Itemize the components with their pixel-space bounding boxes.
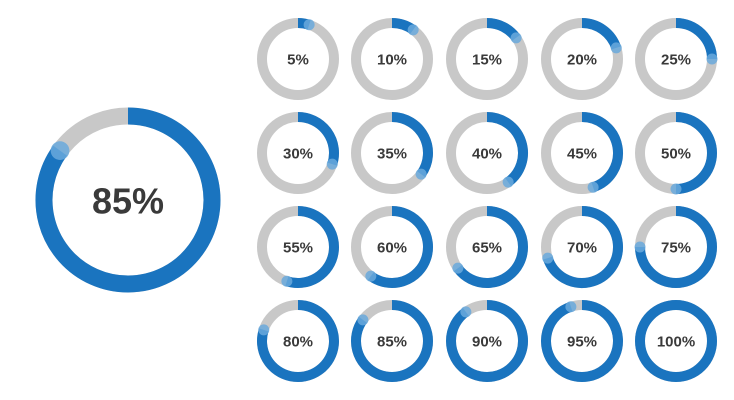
ring-progress-arc xyxy=(486,112,528,187)
progress-ring-20: 20% xyxy=(541,18,623,100)
ring-end-cap xyxy=(565,301,577,313)
progress-ring-85: 85% xyxy=(351,300,433,382)
ring-percent-label: 85% xyxy=(92,181,164,222)
ring-end-cap xyxy=(587,181,599,193)
progress-ring-10: 10% xyxy=(351,18,433,100)
ring-percent-label: 40% xyxy=(472,146,502,163)
ring-percent-label: 55% xyxy=(283,240,313,257)
ring-progress-arc xyxy=(351,300,433,382)
ring-end-cap xyxy=(670,183,682,195)
ring-end-cap xyxy=(452,262,464,274)
progress-ring-100: 100% xyxy=(635,300,717,382)
ring-progress-arc xyxy=(675,18,717,60)
ring-percent-label: 35% xyxy=(377,146,407,163)
progress-ring-95: 95% xyxy=(541,300,623,382)
progress-ring-50: 50% xyxy=(635,112,717,195)
progress-ring-35: 35% xyxy=(351,112,433,194)
ring-percent-label: 45% xyxy=(567,146,597,163)
progress-ring-75: 75% xyxy=(634,206,717,288)
ring-progress-arc xyxy=(581,112,623,192)
ring-progress-arc xyxy=(35,107,221,293)
progress-ring-40: 40% xyxy=(446,112,528,194)
ring-end-cap xyxy=(303,19,315,31)
progress-ring-5: 5% xyxy=(257,18,339,100)
ring-progress-arc xyxy=(297,112,339,166)
featured-progress-ring: 85% xyxy=(35,107,221,293)
ring-percent-label: 15% xyxy=(472,52,502,69)
ring-end-cap xyxy=(415,168,427,180)
ring-end-cap xyxy=(407,24,419,36)
ring-end-cap xyxy=(50,141,70,160)
progress-ring-55: 55% xyxy=(257,206,339,288)
progress-ring-25: 25% xyxy=(635,18,718,100)
ring-percent-label: 70% xyxy=(567,240,597,257)
ring-percent-label: 50% xyxy=(661,146,691,163)
ring-percent-label: 60% xyxy=(377,240,407,257)
ring-progress-arc xyxy=(257,300,339,382)
progress-ring-80: 80% xyxy=(257,300,339,382)
ring-progress-arc xyxy=(543,206,623,288)
progress-ring-65: 65% xyxy=(446,206,528,288)
progress-ring-90: 90% xyxy=(446,300,528,382)
ring-progress-arc xyxy=(541,300,623,382)
ring-progress-arc xyxy=(285,206,339,288)
ring-percent-label: 5% xyxy=(287,52,309,69)
ring-end-cap xyxy=(281,275,293,287)
ring-percent-label: 65% xyxy=(472,240,502,257)
ring-progress-arc xyxy=(581,18,621,50)
ring-progress-arc xyxy=(391,112,433,178)
ring-percent-label: 80% xyxy=(283,334,313,351)
ring-percent-label: 75% xyxy=(661,240,691,257)
ring-end-cap xyxy=(502,176,514,188)
ring-end-cap xyxy=(357,314,369,326)
ring-percent-label: 20% xyxy=(567,52,597,69)
ring-end-cap xyxy=(510,32,522,44)
ring-progress-arc xyxy=(635,206,717,288)
progress-ring-60: 60% xyxy=(351,206,433,288)
progress-ring-45: 45% xyxy=(541,112,623,194)
ring-end-cap xyxy=(258,324,270,336)
ring-percent-label: 25% xyxy=(661,52,691,69)
ring-end-cap xyxy=(365,270,377,282)
ring-progress-arc xyxy=(453,206,528,288)
ring-percent-label: 10% xyxy=(377,52,407,69)
ring-percent-label: 95% xyxy=(567,334,597,351)
ring-progress-arc xyxy=(675,112,717,194)
ring-percent-label: 90% xyxy=(472,334,502,351)
ring-progress-arc xyxy=(367,206,433,288)
ring-percent-label: 85% xyxy=(377,334,407,351)
progress-ring-15: 15% xyxy=(446,18,528,100)
ring-end-cap xyxy=(706,53,718,65)
progress-ring-30: 30% xyxy=(257,112,339,194)
progress-ring-70: 70% xyxy=(541,206,623,288)
ring-percent-label: 100% xyxy=(657,334,695,351)
ring-end-cap xyxy=(634,241,646,253)
ring-progress-arc xyxy=(446,300,528,382)
ring-end-cap xyxy=(610,42,622,54)
ring-end-cap xyxy=(326,158,338,170)
ring-progress-arc xyxy=(635,300,717,382)
ring-end-cap xyxy=(460,306,472,318)
ring-end-cap xyxy=(542,252,554,264)
ring-percent-label: 30% xyxy=(283,146,313,163)
